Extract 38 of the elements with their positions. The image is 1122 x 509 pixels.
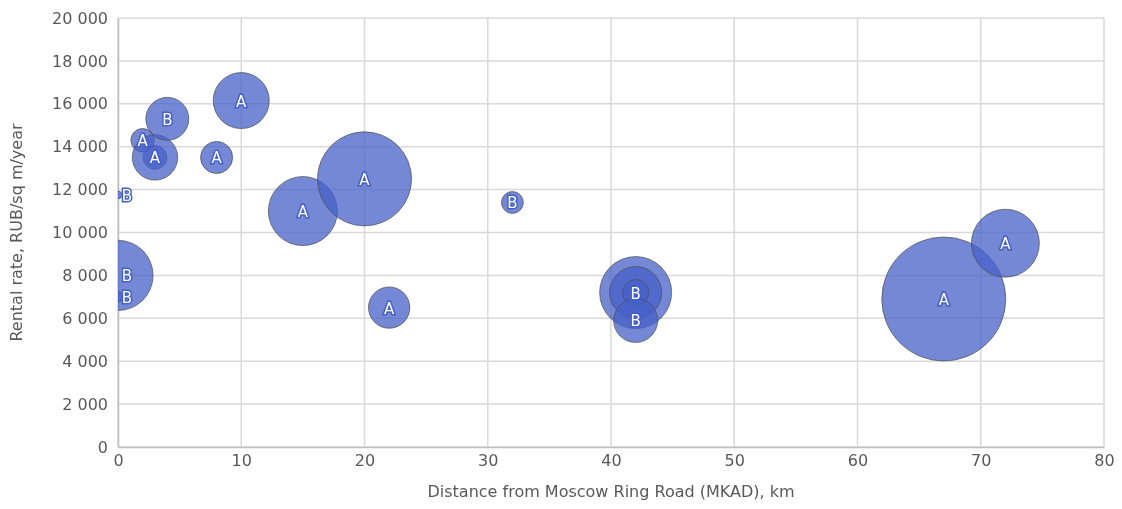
x-tick-label: 50	[724, 451, 745, 471]
data-label: A	[384, 299, 396, 318]
data-label: B	[507, 194, 518, 213]
data-label: A	[1000, 235, 1012, 254]
data-label: A	[137, 132, 149, 151]
y-axis-title: Rental rate, RUB/sq m/year	[7, 123, 26, 342]
y-tick-label: 8 000	[62, 266, 108, 286]
data-label: B	[121, 186, 133, 205]
y-tick-label: 14 000	[52, 137, 108, 157]
x-tick-label: 70	[971, 451, 992, 471]
x-tick-label: 10	[231, 451, 252, 471]
y-tick-label: 4 000	[62, 351, 108, 371]
data-label: A	[236, 92, 248, 111]
y-tick-label: 18 000	[52, 51, 108, 71]
data-label: B	[121, 267, 133, 286]
data-label: B	[162, 110, 173, 129]
data-label: A	[211, 149, 223, 168]
y-tick-label: 16 000	[52, 94, 108, 114]
data-label: A	[149, 149, 161, 168]
data-label: B	[121, 288, 133, 307]
y-tick-label: 6 000	[62, 308, 108, 328]
x-axis-title: Distance from Moscow Ring Road (MKAD), km	[427, 482, 795, 501]
data-label: A	[297, 203, 309, 222]
x-tick-label: 40	[601, 451, 622, 471]
data-label: A	[359, 170, 371, 189]
data-label: B	[630, 284, 641, 303]
y-tick-label: 20 000	[52, 8, 108, 28]
x-tick-label: 0	[113, 451, 124, 471]
x-tick-label: 30	[478, 451, 499, 471]
x-tick-label: 60	[847, 451, 869, 471]
data-label: B	[630, 312, 641, 331]
y-tick-label: 12 000	[52, 180, 108, 200]
data-label: A	[938, 290, 950, 309]
y-tick-label: 0	[97, 437, 108, 457]
y-tick-label: 2 000	[62, 394, 108, 414]
x-tick-label: 80	[1094, 451, 1115, 471]
y-tick-label: 10 000	[52, 223, 108, 243]
x-tick-label: 20	[354, 451, 376, 471]
